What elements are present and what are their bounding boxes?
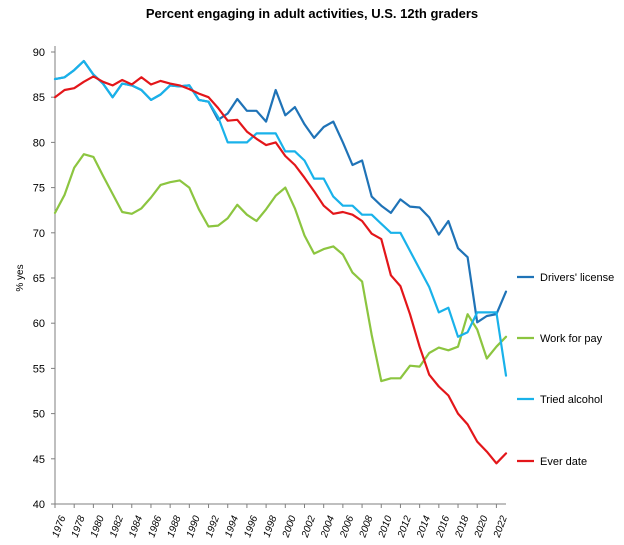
series-line [53, 75, 508, 465]
x-tick-label: 1986 [146, 514, 164, 539]
x-tick-label: 1982 [108, 514, 126, 539]
x-tick-label: 2018 [453, 514, 471, 540]
x-tick-label: 1978 [70, 514, 88, 539]
x-tick-label: 2016 [434, 514, 452, 540]
series-line [53, 59, 508, 377]
y-tick-label: 80 [33, 137, 45, 149]
chart-title: Percent engaging in adult activities, U.… [146, 6, 478, 21]
x-tick-label: 1988 [166, 514, 184, 539]
y-tick-label: 90 [33, 47, 45, 59]
x-tick-label: 1996 [242, 514, 260, 539]
y-tick-label: 45 [33, 454, 45, 466]
plot-lines [53, 59, 508, 465]
x-tick-label: 1990 [185, 514, 203, 539]
x-tick-label: 1980 [89, 514, 107, 539]
x-tick-label: 2002 [300, 514, 318, 540]
legend-label: Drivers' license [540, 272, 614, 284]
x-tick-label: 1984 [127, 514, 145, 539]
x-tick-label: 1994 [223, 514, 241, 539]
legend-label: Tried alcohol [540, 394, 603, 406]
y-tick-label: 65 [33, 273, 45, 285]
y-tick-label: 40 [33, 499, 45, 511]
series-line [53, 153, 508, 383]
y-tick-label: 60 [33, 318, 45, 330]
x-tick-label: 1998 [262, 514, 280, 539]
y-tick-label: 50 [33, 409, 45, 421]
x-tick-label: 1992 [204, 514, 222, 539]
legend-label: Ever date [540, 456, 587, 468]
y-tick-label: 55 [33, 363, 45, 375]
y-axis: 40 45 50 55 60 65 70 75 80 85 90 % yes [15, 46, 56, 511]
legend: Drivers' license Work for pay Tried alcoho… [517, 272, 614, 468]
x-tick-label: 2014 [415, 514, 433, 540]
x-tick-label: 2020 [472, 514, 490, 540]
x-tick-label: 1976 [50, 514, 68, 539]
x-tick-label: 2010 [376, 514, 394, 540]
x-tick-label: 2008 [357, 514, 375, 540]
y-tick-label: 70 [33, 228, 45, 240]
y-axis-label: % yes [15, 264, 26, 291]
x-axis: 1976 1978 1980 1982 1984 1986 1988 1990 1992 1994… [50, 503, 510, 540]
x-tick-label: 2000 [280, 514, 298, 540]
x-tick-label: 2004 [319, 514, 337, 540]
y-tick-label: 85 [33, 92, 45, 104]
x-tick-label: 2012 [396, 514, 414, 540]
x-tick-label: 2006 [338, 514, 356, 540]
x-tick-label: 2022 [492, 514, 510, 540]
legend-label: Work for pay [540, 333, 603, 345]
y-tick-label: 75 [33, 183, 45, 195]
